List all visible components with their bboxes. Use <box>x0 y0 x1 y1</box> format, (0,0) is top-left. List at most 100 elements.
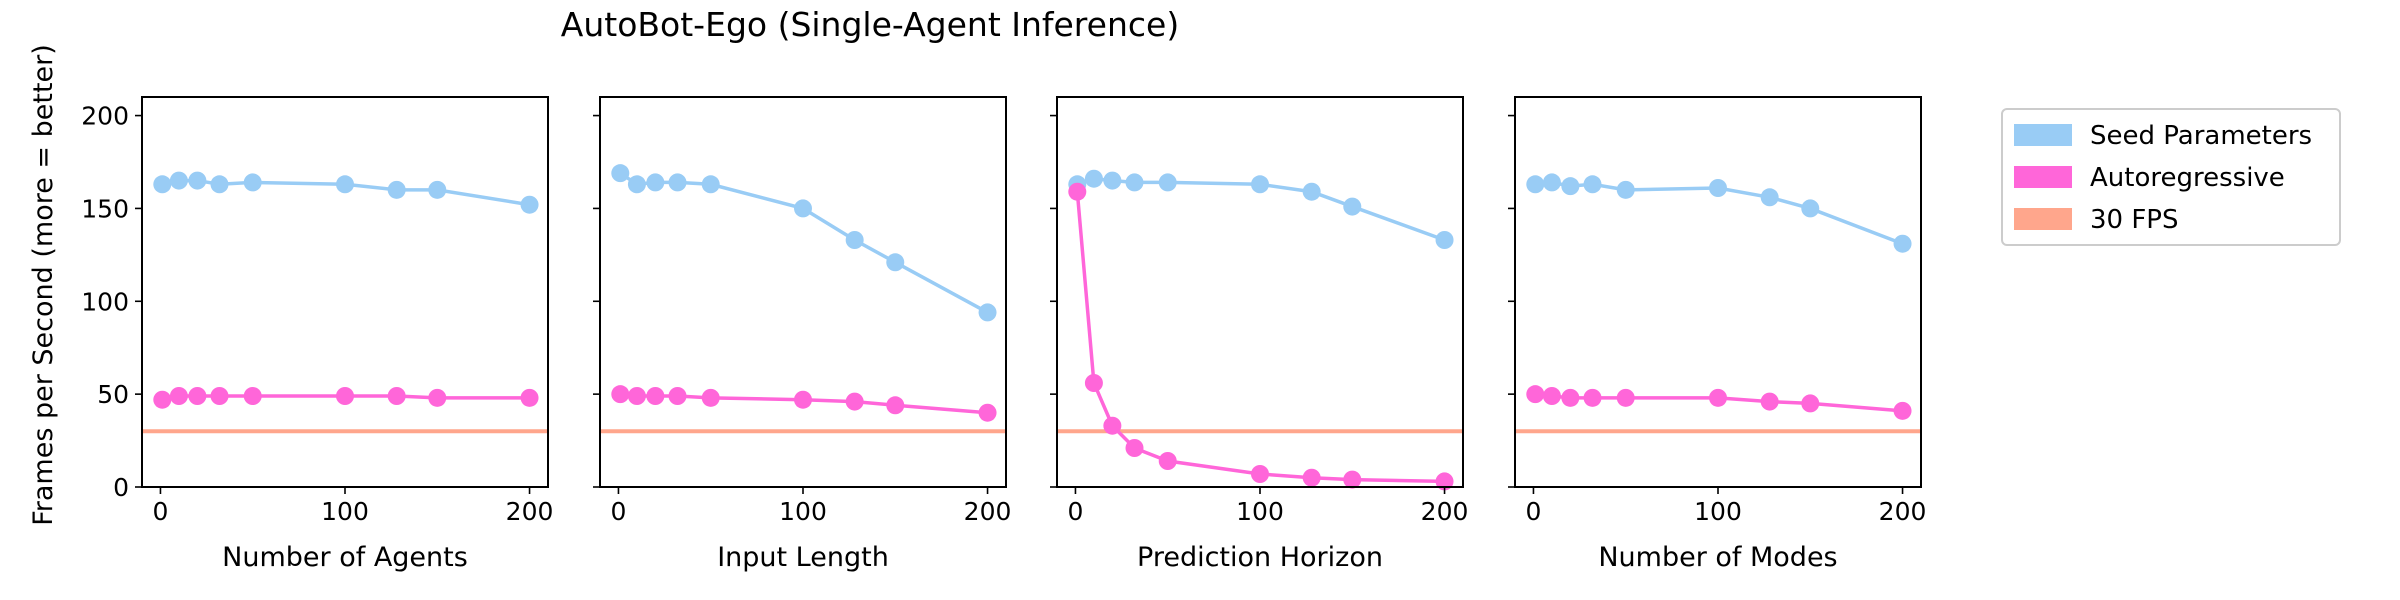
data-point <box>978 403 997 422</box>
subplot-2: 0 100 200 Input Length <box>593 96 1012 573</box>
data-point <box>886 253 905 272</box>
data-point <box>1084 374 1103 392</box>
legend-label: Seed Parameters <box>2090 121 2312 151</box>
y-tick-label: 50 <box>97 380 129 409</box>
y-tick-label: 200 <box>81 102 129 131</box>
legend-label: Autoregressive <box>2090 163 2285 193</box>
y-axis-label: Frames per Second (more = better) <box>28 44 59 526</box>
x-tick-label: 100 <box>1694 497 1742 526</box>
data-point <box>1435 231 1454 249</box>
plot-frame <box>599 96 1007 488</box>
x-axis-label: Prediction Horizon <box>1137 542 1383 573</box>
x-tick-label: 0 <box>611 497 627 526</box>
x-tick-label: 100 <box>1236 497 1284 526</box>
data-point <box>1158 452 1177 470</box>
data-point <box>978 303 997 322</box>
data-point <box>668 387 687 405</box>
data-point <box>1583 175 1602 194</box>
data-point <box>387 387 406 405</box>
subplot-panels: 0 100 200 0 50 100 150 200 Number of Agents 0 100 2… <box>81 96 1927 573</box>
data-point <box>1103 171 1122 190</box>
x-axis-label: Number of Agents <box>222 542 468 573</box>
data-point <box>520 388 539 407</box>
legend: Seed Parameters Autoregressive 30 FPS <box>2001 108 2341 246</box>
data-point <box>1760 188 1779 207</box>
data-point <box>1616 388 1635 407</box>
data-point <box>1125 173 1144 192</box>
data-point <box>1542 173 1561 192</box>
data-point <box>1343 470 1362 489</box>
data-point <box>153 175 172 194</box>
y-tick-label: 0 <box>113 473 129 502</box>
data-point <box>1343 197 1362 216</box>
data-point <box>794 199 812 218</box>
legend-swatch <box>2014 166 2072 188</box>
data-point <box>188 171 207 190</box>
data-point <box>336 175 354 194</box>
data-point <box>169 387 188 405</box>
legend-box <box>2001 108 2341 246</box>
data-point <box>210 175 229 194</box>
data-point <box>387 180 406 199</box>
x-tick-label: 100 <box>321 497 369 526</box>
data-point <box>210 387 229 405</box>
x-tick-label: 200 <box>1421 497 1469 526</box>
x-tick-label: 0 <box>153 497 169 526</box>
data-point <box>1526 385 1545 404</box>
data-point <box>1583 388 1602 407</box>
data-point <box>646 173 665 192</box>
data-point <box>243 173 262 192</box>
data-point <box>243 387 262 405</box>
data-point <box>1760 392 1779 411</box>
data-point <box>668 173 687 192</box>
data-point <box>611 385 630 404</box>
x-tick-label: 100 <box>779 497 827 526</box>
data-point <box>1893 401 1912 420</box>
data-point <box>1068 182 1087 201</box>
data-point <box>1893 234 1912 253</box>
data-point <box>627 387 646 405</box>
subplot-3: 0 100 200 Prediction Horizon <box>1050 96 1469 573</box>
plot-frame <box>141 96 549 488</box>
y-tick-label: 150 <box>81 194 129 223</box>
x-axis-label: Number of Modes <box>1598 542 1837 573</box>
data-point <box>428 180 447 199</box>
y-tick-label: 100 <box>81 287 129 316</box>
data-point <box>1709 388 1727 407</box>
data-point <box>428 388 447 407</box>
data-point <box>794 390 812 409</box>
data-point <box>1251 175 1269 194</box>
series-line-seed-parameters <box>619 171 989 314</box>
data-point <box>1302 468 1321 487</box>
x-tick-label: 200 <box>1879 497 1927 526</box>
subplot-4: 0 100 200 Number of Modes <box>1508 96 1927 573</box>
plot-frame <box>1514 96 1922 488</box>
data-point <box>1616 180 1635 199</box>
legend-swatch <box>2014 208 2072 230</box>
data-point <box>1709 179 1727 197</box>
legend-label: 30 FPS <box>2090 205 2179 235</box>
data-point <box>1801 394 1820 413</box>
data-point <box>611 164 630 183</box>
data-point <box>627 175 646 194</box>
x-tick-label: 200 <box>506 497 554 526</box>
data-point <box>1542 387 1561 405</box>
data-point <box>1084 169 1103 188</box>
data-point <box>1561 388 1580 407</box>
data-point <box>153 390 172 409</box>
data-point <box>1801 199 1820 218</box>
subplot-1: 0 100 200 0 50 100 150 200 Number of Agents <box>81 96 554 573</box>
data-point <box>1251 465 1269 483</box>
data-point <box>169 171 188 190</box>
data-point <box>1302 182 1321 201</box>
data-point <box>845 392 864 411</box>
legend-swatch <box>2014 124 2072 146</box>
series-line-autoregressive <box>1075 191 1445 484</box>
x-axis-label: Input Length <box>717 542 889 573</box>
data-point <box>1435 472 1454 491</box>
data-point <box>646 387 665 405</box>
chart-title: AutoBot-Ego (Single-Agent Inference) <box>561 5 1179 44</box>
x-tick-label: 0 <box>1068 497 1084 526</box>
x-tick-label: 200 <box>964 497 1012 526</box>
x-tick-label: 0 <box>1526 497 1542 526</box>
